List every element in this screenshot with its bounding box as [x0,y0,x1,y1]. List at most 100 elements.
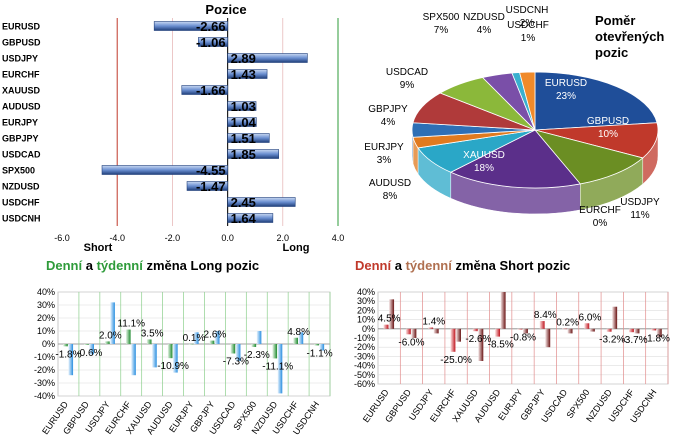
value-label: -2.6% [465,334,491,345]
tick-label: -40% [34,391,55,401]
bar [545,328,551,348]
slice-value-label: 18% [474,163,494,174]
pie-slice [519,71,536,131]
bar [105,341,110,344]
slice-value-label: 10% [598,129,618,140]
bar [428,327,434,329]
slice-value-label: 8% [383,191,398,202]
value-label: 2.6% [204,330,227,341]
bar [209,340,215,344]
bar [146,339,152,344]
value-label: -6.0% [398,337,424,348]
bar [433,328,439,334]
category-label: USDCAD [2,150,41,160]
tick-label: -10% [354,333,375,343]
category-label: EURUSD [2,22,41,32]
bar [651,328,657,331]
bar [478,328,484,361]
value-label: -3.2% [599,335,625,346]
bar [227,149,279,159]
slice-label: XAUUSD [463,150,505,161]
pie-slice [534,122,659,159]
slice-value-label: 3% [377,155,392,166]
value-label: -1.8% [55,349,81,360]
chart-title-part: týdenní [406,258,453,273]
value-label: 11.1% [117,319,145,330]
bar [227,53,308,63]
bar [562,328,567,330]
tick-label: -20% [34,365,55,375]
value-label: 1.4% [422,317,445,328]
bar [173,344,178,373]
bar [472,328,478,332]
bar [153,21,228,31]
bar [523,328,528,334]
slice-value-label: 9% [400,80,415,91]
tick-label: 10% [357,315,375,325]
bar [450,328,456,352]
bar [186,181,228,191]
value-label: 0.1% [183,333,206,344]
tick-label: 10% [37,326,55,336]
tick-label: 2.0 [277,233,290,243]
tick-label: 40% [357,287,375,297]
pie-title: pozic [595,45,628,60]
short-change-chart: Denní a týdenní změna Short pozic -60%-50… [354,258,670,425]
value-label: -8.5% [488,340,514,351]
bar [194,332,199,344]
value-label: 1.03 [231,99,256,114]
slice-value-label: 2% [520,18,535,29]
slice-label: GBPJPY [368,104,408,115]
bar [634,328,640,334]
tick-label: -2.0 [165,233,181,243]
bar [84,344,89,345]
bar [227,133,270,143]
chart-title-part: a [391,258,405,273]
tick-label: -30% [354,351,375,361]
bar [500,292,506,329]
tick-label: 20% [37,313,55,323]
value-label: 2.89 [231,51,256,66]
value-label: -0.6% [76,348,102,359]
chart-title-part: Denní [355,258,392,273]
value-label: -1.1% [306,348,332,359]
value-label: 3.5% [141,328,164,339]
slice-label: USDCAD [386,67,428,78]
value-label: -7.3% [223,356,249,367]
pie-slice [449,129,582,189]
chart-title-part: a [82,258,96,273]
tick-label: 40% [37,287,55,297]
slice-label: GBPUSD [587,116,629,127]
bar [319,344,325,351]
bar [589,328,595,332]
value-label: 2.0% [99,330,122,341]
value-label: 1.64 [231,211,257,226]
positions-chart: Pozice EURUSD -2.66 GBPUSD -1.06 USDJPY 2.89 EU… [2,2,344,254]
bar [656,328,662,338]
tick-label: -30% [34,378,55,388]
chart-title: Denní a týdenní změna Long pozic [46,258,259,273]
bar [131,344,136,376]
tick-label: 0% [362,324,375,334]
value-label: -3.7% [621,335,647,346]
category-label: NZDUSD [2,182,40,192]
long-change-chart: Denní a týdenní změna Long pozic -40% -30%… [34,258,333,437]
bar [251,344,257,347]
bar [68,344,74,376]
bar [277,344,283,394]
long-label: Long [283,242,310,254]
value-label: -4.55 [196,163,226,178]
pie-title: Poměr [595,13,635,28]
tick-label: -6.0 [54,233,70,243]
slice-value-label: 23% [556,91,576,102]
value-label: 4.5% [378,314,401,325]
chart-title: Denní a týdenní změna Short pozic [355,258,570,273]
value-label: 1.85 [231,147,256,162]
tick-label: 30% [357,296,375,306]
chart-title-part: Denní [46,258,83,273]
bar [227,69,268,79]
bar [383,324,389,329]
bar [230,344,236,354]
